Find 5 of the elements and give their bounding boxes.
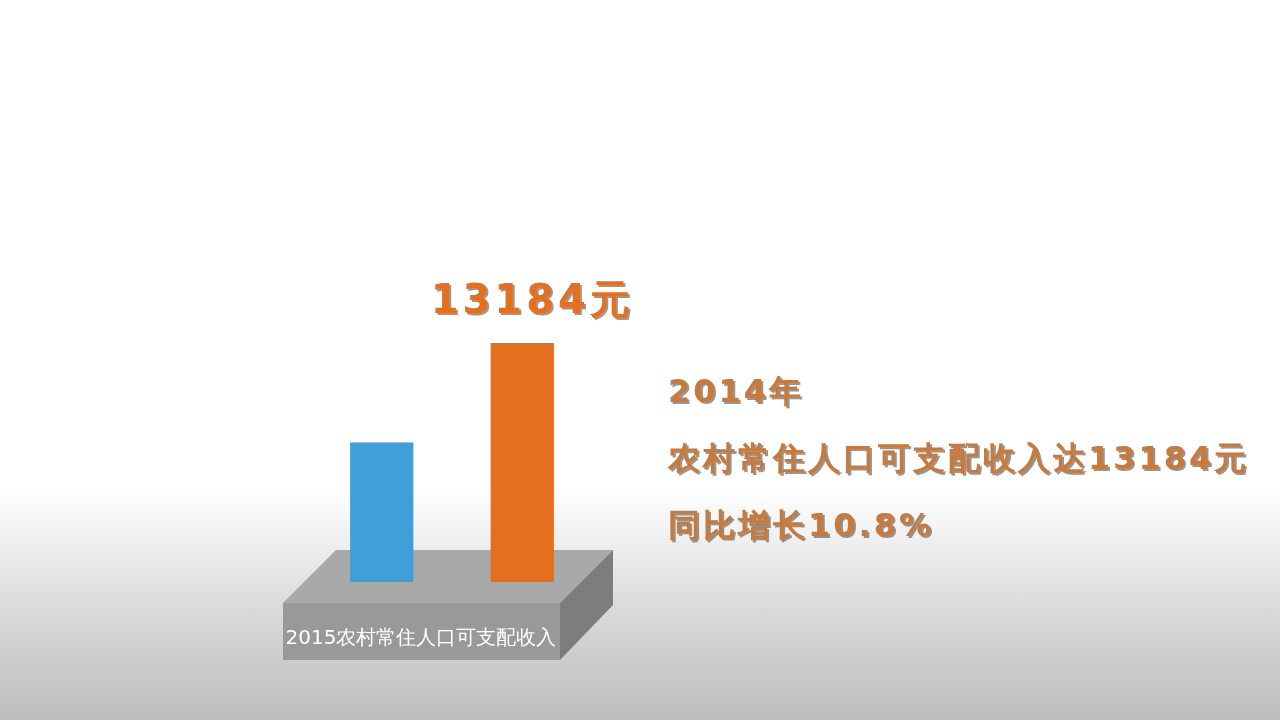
text: 同比增长10.8% bbox=[668, 506, 935, 544]
x-axis-title: 2015农村常住人口可支配收入 bbox=[285, 625, 557, 649]
text: 农村常住人口可支配收入达13184元 bbox=[667, 439, 1250, 477]
text: 2014年 bbox=[668, 372, 805, 410]
data-label: 13184元 bbox=[430, 276, 634, 322]
